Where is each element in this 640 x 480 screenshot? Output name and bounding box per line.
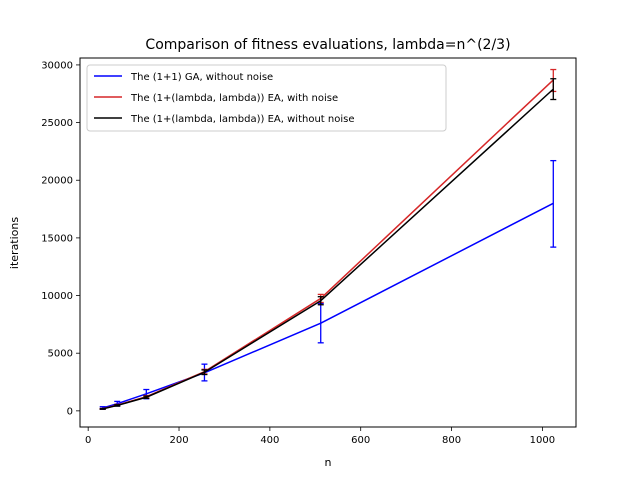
chart-title: Comparison of fitness evaluations, lambd… xyxy=(145,37,510,53)
error-bar xyxy=(550,78,557,101)
plot-area xyxy=(99,68,557,411)
x-axis-label: n xyxy=(325,456,332,469)
x-tick-label: 800 xyxy=(442,435,461,446)
x-tick-label: 1000 xyxy=(530,435,555,446)
x-tick-label: 400 xyxy=(260,435,279,446)
error-bar xyxy=(317,296,324,306)
y-tick-label: 0 xyxy=(67,406,73,417)
legend-entry: The (1+(lambda, lambda)) EA, with noise xyxy=(130,93,338,104)
legend-entry: The (1+1) GA, without noise xyxy=(130,72,273,83)
y-axis-label: iterations xyxy=(8,217,21,269)
x-tick-label: 200 xyxy=(169,435,188,446)
error-bar xyxy=(550,159,557,248)
y-axis: 0 5000 10000 15000 20000 25000 30000 xyxy=(41,60,80,417)
legend: The (1+1) GA, without noise The (1+(lambd… xyxy=(86,64,447,132)
error-bar xyxy=(143,395,150,400)
error-bar xyxy=(99,407,106,410)
y-tick-label: 5000 xyxy=(48,349,73,360)
y-tick-label: 30000 xyxy=(41,60,73,71)
x-axis: 0 200 400 600 800 1000 xyxy=(85,427,555,446)
error-bar xyxy=(114,404,121,407)
y-tick-label: 10000 xyxy=(41,291,73,302)
y-tick-label: 15000 xyxy=(41,233,73,244)
x-tick-label: 600 xyxy=(351,435,370,446)
legend-box xyxy=(86,64,447,132)
x-tick-label: 0 xyxy=(85,435,91,446)
y-tick-label: 25000 xyxy=(41,118,73,129)
y-tick-label: 20000 xyxy=(41,176,73,187)
error-bar xyxy=(201,369,208,376)
axes-frame xyxy=(79,57,577,428)
legend-entry: The (1+(lambda, lambda)) EA, without noi… xyxy=(130,114,355,125)
